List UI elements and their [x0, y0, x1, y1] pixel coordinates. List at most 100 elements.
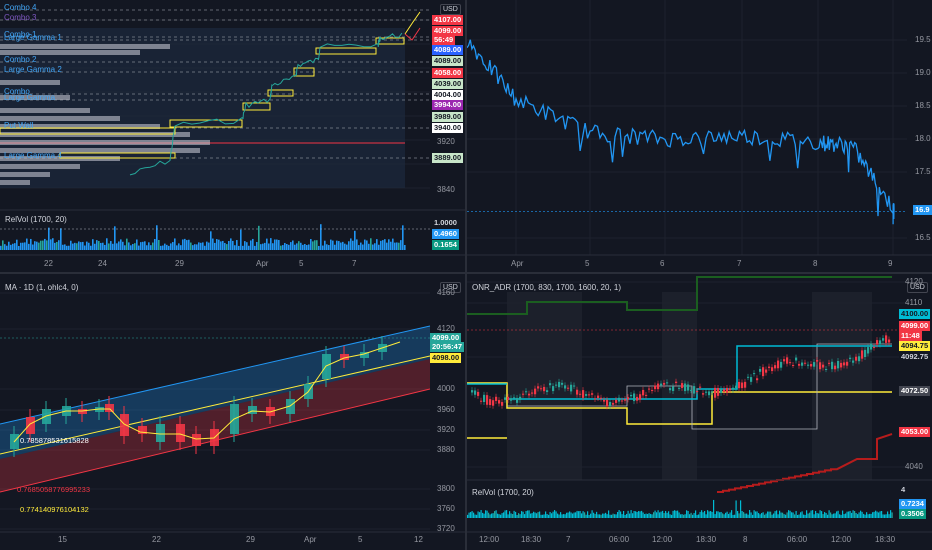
candle-body	[286, 399, 295, 414]
candle-body	[549, 383, 552, 386]
candle-body	[651, 389, 654, 391]
relvol-bar	[48, 227, 50, 250]
relvol-bar	[803, 514, 805, 518]
relvol-bar	[852, 510, 854, 518]
relvol-bar	[887, 511, 889, 518]
candle-body	[669, 388, 672, 391]
relvol-bar	[126, 238, 128, 250]
candle-body	[876, 340, 879, 345]
relvol-bar	[764, 514, 766, 518]
relvol-bar	[842, 510, 844, 518]
candle-body	[711, 391, 714, 393]
currency-badge[interactable]: USD	[440, 4, 461, 15]
relvol-bar	[60, 228, 62, 250]
candle-body	[594, 398, 597, 400]
relvol-bar	[620, 511, 622, 518]
relvol-bar	[681, 514, 683, 518]
relvol-bar	[396, 242, 398, 250]
candle-body	[582, 390, 585, 398]
relvol-bar	[627, 510, 629, 518]
pane-divider-vertical[interactable]	[465, 0, 467, 550]
relvol-bar	[579, 511, 581, 518]
candle-body	[777, 360, 780, 369]
relvol-bar	[4, 244, 6, 250]
relvol-bar	[498, 514, 500, 518]
price-axis-tick: 4000	[437, 384, 455, 393]
relvol-bar	[518, 513, 520, 518]
gamma-levels-chart[interactable]	[0, 0, 465, 272]
relvol-bar	[750, 512, 752, 518]
relvol-bar	[543, 514, 545, 518]
price-tag: 11:48	[899, 331, 922, 341]
relvol-bar	[510, 513, 512, 518]
relvol-bar	[776, 510, 778, 518]
relvol-bar	[698, 514, 700, 518]
pane-onr-adr[interactable]: ONR_ADR (1700, 830, 1700, 1600, 20, 1) U…	[467, 274, 932, 550]
relvol-bar	[258, 225, 260, 250]
relvol-bar	[657, 510, 659, 518]
onr-adr-title[interactable]: ONR_ADR (1700, 830, 1700, 1600, 20, 1)	[472, 283, 621, 292]
relvol-bar	[402, 225, 404, 250]
ma-channel-chart[interactable]	[0, 274, 465, 550]
relvol-bar	[398, 242, 400, 250]
ratio-annotation: 0.785878531615828	[20, 436, 89, 445]
relvol-bar	[578, 511, 580, 518]
ma-study-title[interactable]: MA · 1D (1, ohlc4, 0)	[5, 283, 79, 292]
relvol-title[interactable]: RelVol (1700, 20)	[5, 215, 67, 224]
relvol-bar	[872, 512, 874, 518]
relvol-bar	[190, 242, 192, 250]
relvol-title[interactable]: RelVol (1700, 20)	[472, 488, 534, 497]
relvol-bar	[660, 511, 662, 518]
relvol-bar	[358, 245, 360, 250]
relvol-bar	[38, 242, 40, 250]
pane-vix-line[interactable]: 19.5 19.0 18.5 18.0 17.5 16.5 16.9 Apr 5 6 7 8 9	[467, 0, 932, 272]
relvol-bar	[300, 242, 302, 250]
relvol-bar	[336, 240, 338, 250]
relvol-bar	[88, 242, 90, 250]
candle-body	[858, 356, 861, 362]
relvol-bar	[786, 512, 788, 518]
vix-line-chart[interactable]	[467, 0, 932, 272]
price-tag: 4107.00	[432, 15, 464, 25]
pane-gamma-levels[interactable]: USD RelVol (1700, 20) Combo 4 Combo 3 Comb…	[0, 0, 465, 272]
candle-body	[687, 384, 690, 391]
relvol-bar	[536, 513, 538, 518]
candle-body	[516, 397, 519, 403]
currency-badge[interactable]: USD	[440, 282, 461, 293]
price-axis-tick: 18.5	[915, 101, 931, 110]
relvol-bar	[96, 240, 98, 250]
relvol-bar	[824, 512, 826, 518]
candle-body	[42, 409, 51, 424]
candle-body	[879, 340, 882, 345]
candle-body	[612, 402, 615, 405]
candle-body	[600, 397, 603, 399]
candle-body	[720, 388, 723, 393]
relvol-bar	[180, 245, 182, 250]
onr-adr-chart[interactable]	[467, 274, 932, 550]
relvol-bar	[154, 239, 156, 250]
pane-divider-horizontal[interactable]	[0, 272, 932, 274]
pane-ma-channel[interactable]: MA · 1D (1, ohlc4, 0) USD 4160 4120 4000 39…	[0, 274, 465, 550]
relvol-bar	[162, 245, 164, 250]
relvol-bar	[306, 245, 308, 250]
relvol-bar	[530, 513, 532, 518]
candle-body	[882, 338, 885, 341]
relvol-bar	[326, 244, 328, 250]
relvol-bar	[110, 241, 112, 250]
relvol-bar	[761, 513, 763, 518]
relvol-bar	[695, 510, 697, 518]
candle-body	[573, 385, 576, 387]
relvol-bar	[624, 514, 626, 518]
relvol-bar	[651, 514, 653, 518]
candle-body	[717, 388, 720, 396]
relvol-bar	[572, 513, 574, 518]
relvol-bar	[230, 238, 232, 250]
relvol-bar	[641, 510, 643, 518]
price-axis-tick: 19.0	[915, 68, 931, 77]
candle-body	[873, 346, 876, 348]
relvol-bar	[84, 245, 86, 250]
price-tag: 4099.00	[430, 333, 462, 343]
time-axis-tick: 9	[888, 259, 893, 268]
projection-line	[404, 27, 421, 41]
currency-badge[interactable]: USD	[907, 282, 928, 293]
